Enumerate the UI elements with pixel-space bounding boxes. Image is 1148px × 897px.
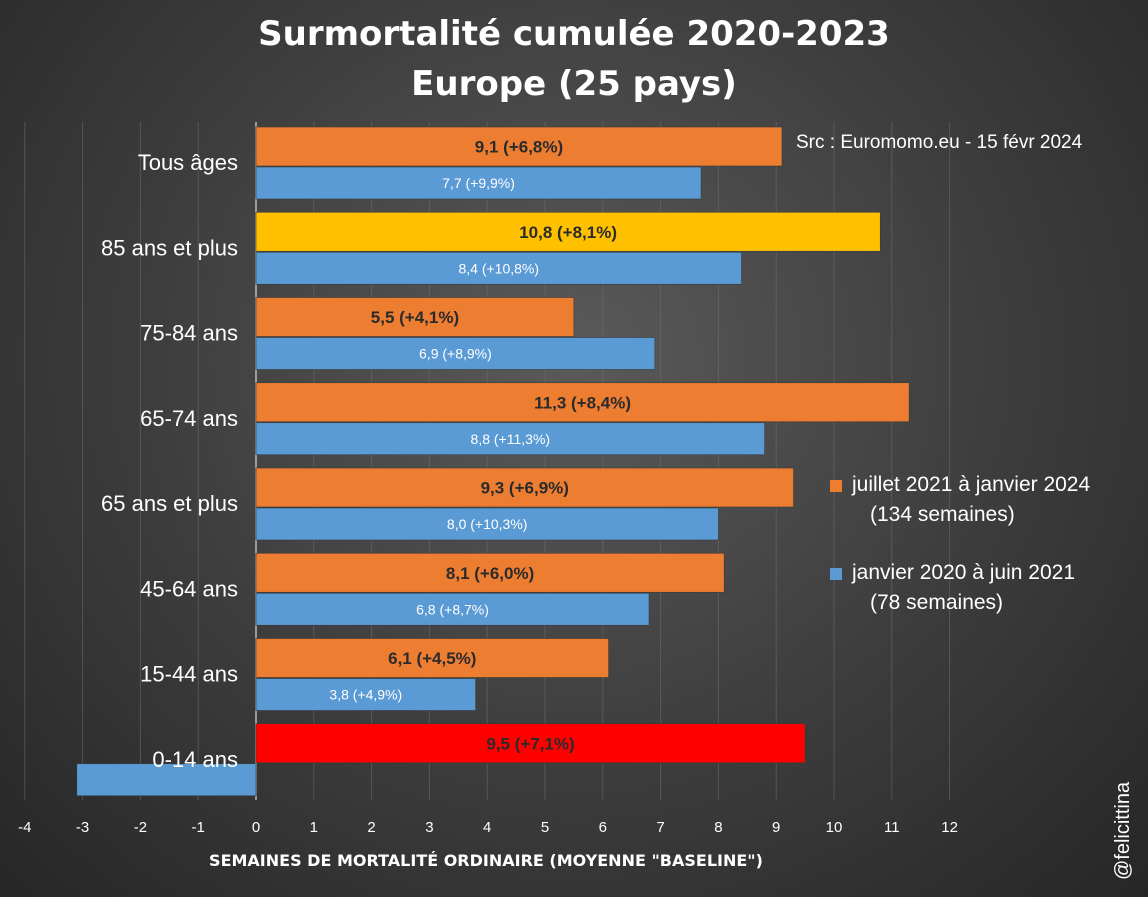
x-tick-label: 3 [425,819,433,836]
data-label-series-1: 8,1 (+6,0%) [446,564,534,583]
x-tick-label: 6 [599,819,607,836]
category-label: 15-44 ans [140,662,238,687]
bar-series-2 [255,422,765,456]
x-tick-label: 4 [483,819,491,836]
source-note: Src : Euromomo.eu - 15 févr 2024 [796,132,1083,153]
category-label: 65 ans et plus [101,491,238,516]
data-label-series-2: 8,8 (+11,3%) [471,431,551,447]
data-label-series-1: 11,3 (+8,4%) [534,393,631,412]
data-label-series-1: 9,5 (+7,1%) [486,734,574,753]
data-label-series-2: 7,7 (+9,9%) [442,175,515,191]
bar-series-2 [255,507,719,541]
data-label-series-1: 9,3 (+6,9%) [481,479,569,498]
bar-series-2 [255,166,702,200]
data-label-series-1: 10,8 (+8,1%) [519,223,617,242]
category-label: Tous âges [138,150,238,175]
x-tick-label: 1 [310,819,318,836]
bar-series-1 [255,211,881,252]
bar-series-2 [255,337,656,370]
bar-series-1 [255,638,609,678]
x-tick-label: -4 [18,819,31,836]
chart-subtitle: Europe (25 pays) [411,64,737,104]
x-tick-label: 8 [714,819,722,836]
legend-sublabel-series-1: (134 semaines) [870,503,1015,526]
bar-series-1 [255,297,575,337]
data-label-series-2: 8,4 (+10,8%) [458,260,539,276]
legend-sublabel-series-2: (78 semaines) [870,591,1004,614]
data-label-series-2: 6,9 (+8,9%) [419,346,492,362]
category-label: 45-64 ans [140,576,238,601]
author-watermark: @felicittina [1112,781,1134,880]
x-tick-label: -1 [192,819,205,836]
x-tick-label: 2 [367,819,375,836]
x-tick-label: 11 [884,819,900,836]
data-label-series-2: 3,8 (+4,9%) [329,687,402,703]
bar-series-2 [255,678,476,711]
data-label-series-1: 5,5 (+4,1%) [371,308,459,327]
bar-series-1 [255,467,794,508]
x-tick-label: -2 [134,819,147,836]
x-tick-label: 0 [252,819,260,836]
category-label: 85 ans et plus [101,235,238,260]
legend-swatch-orange [830,480,842,492]
x-tick-label: 9 [772,819,780,836]
x-tick-label: 5 [541,819,549,836]
x-axis-title: SEMAINES DE MORTALITÉ ORDINAIRE (MOYENNE… [209,851,763,870]
bar-series-1 [255,723,806,764]
data-label-series-2: 6,8 (+8,7%) [416,601,489,617]
legend-label-series-1: juillet 2021 à janvier 2024 [852,473,1091,496]
x-tick-label: 10 [826,819,843,836]
bar-series-2 [255,592,650,626]
legend-label-series-2: janvier 2020 à juin 2021 [852,561,1076,584]
category-label: 75-84 ans [140,321,238,346]
chart-title: Surmortalité cumulée 2020-2023 [258,14,890,54]
bar-series-1 [255,382,910,423]
x-tick-label: 12 [941,819,958,836]
data-label-series-1: 6,1 (+4,5%) [388,649,476,668]
category-label: 0-14 ans [152,747,238,772]
bar-series-2 [76,763,257,797]
bar-series-1 [255,126,783,167]
category-label: 65-74 ans [140,406,238,431]
x-tick-label: -3 [76,819,89,836]
data-label-series-2: 8,0 (+10,3%) [447,516,528,532]
bar-series-1 [255,552,725,593]
data-label-series-1: 9,1 (+6,8%) [475,138,563,157]
legend-swatch-blue [830,568,842,580]
bar-series-2 [255,251,742,285]
x-tick-label: 7 [656,819,664,836]
